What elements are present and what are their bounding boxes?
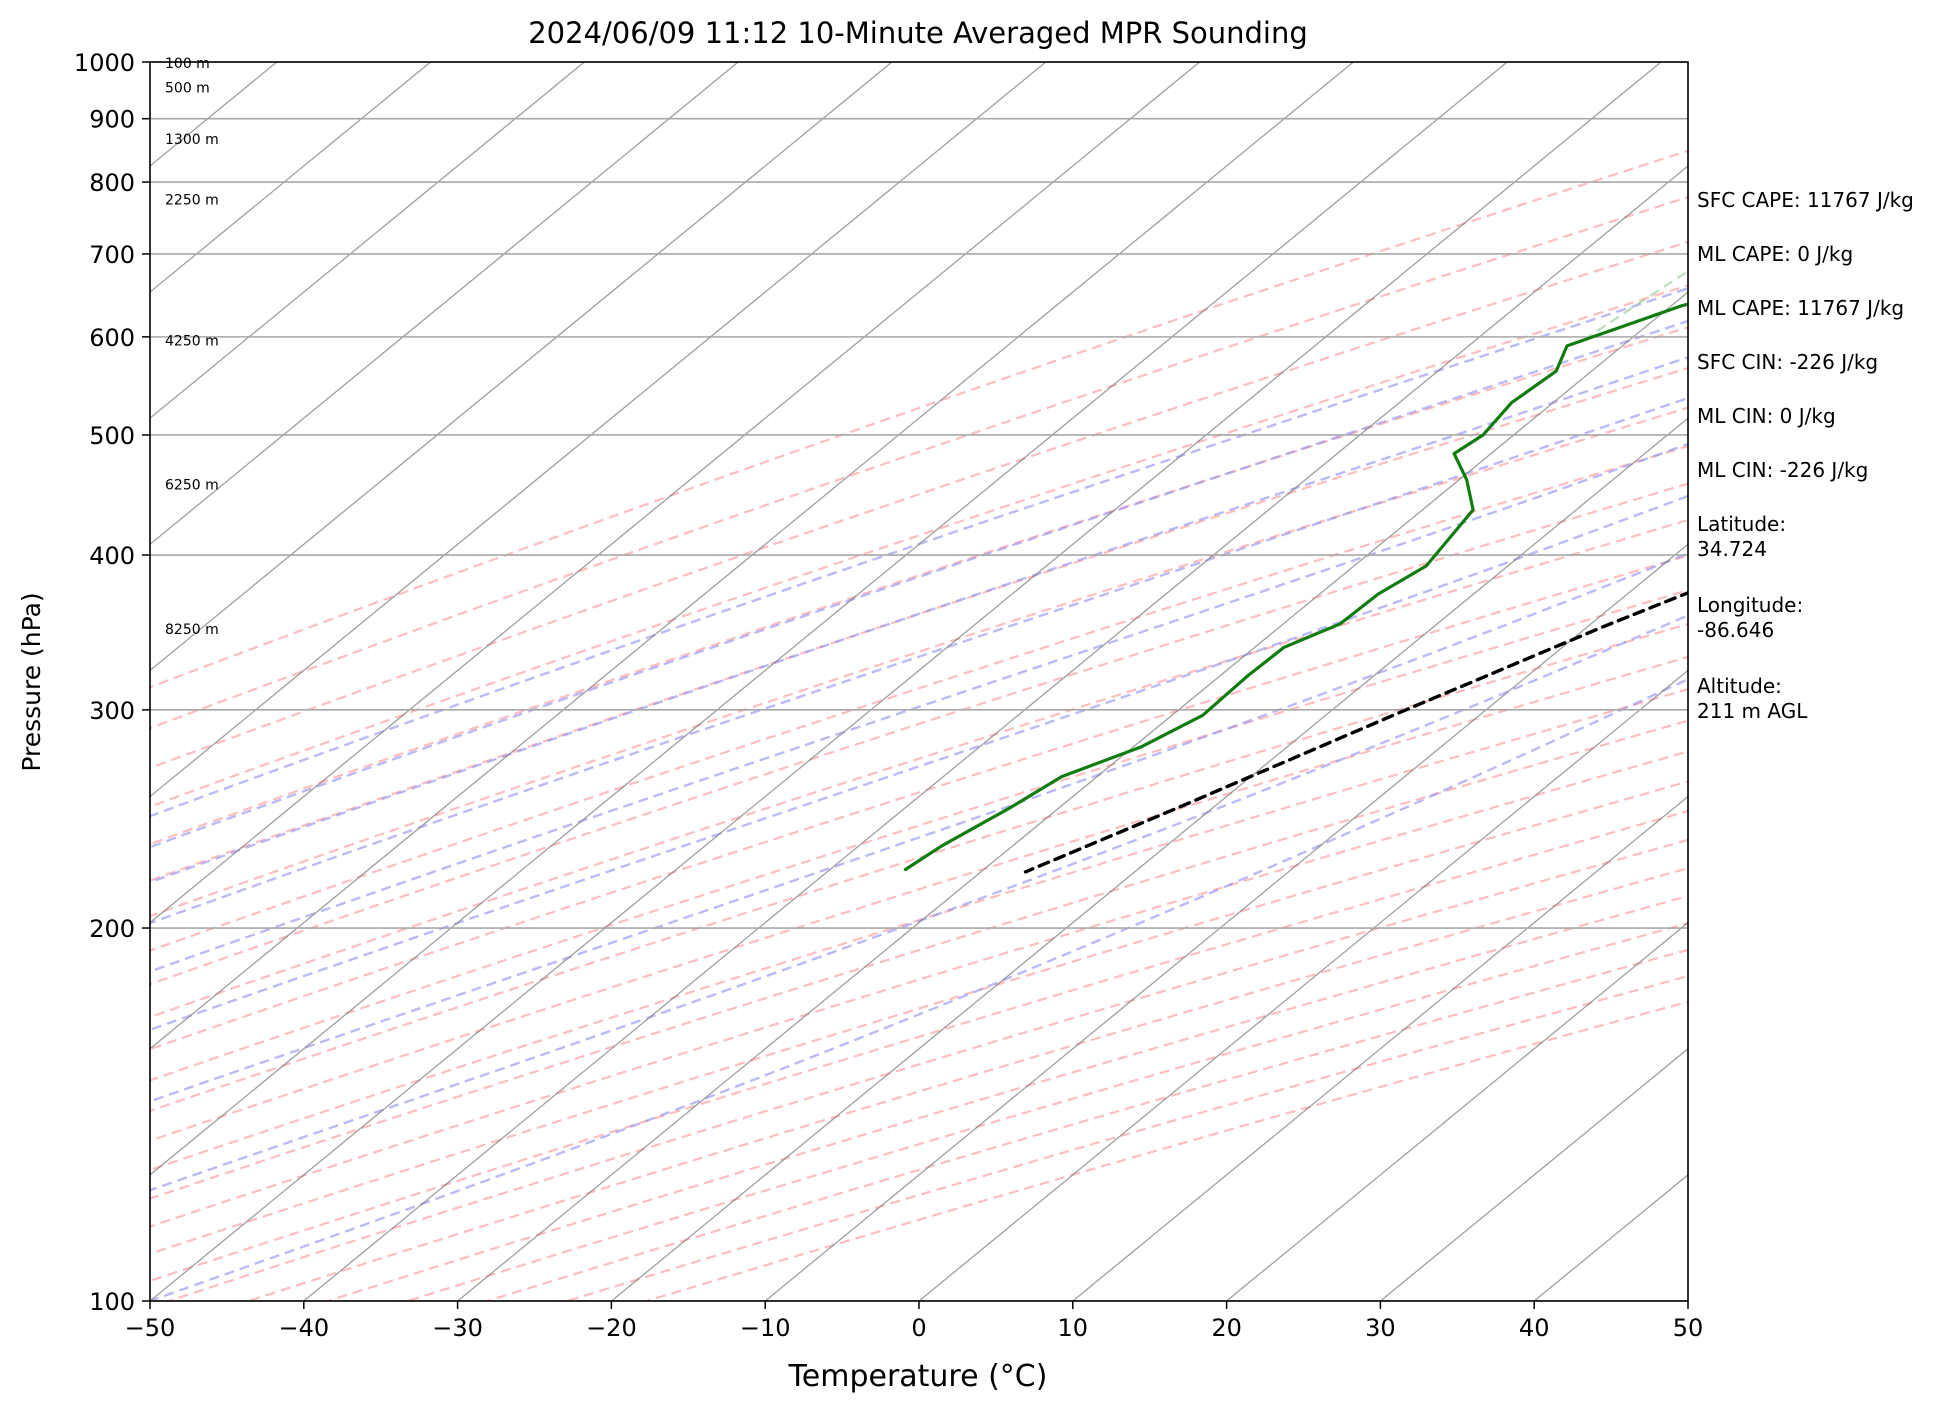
ml-cin-text-2: ML CIN: -226 J/kg [1697, 458, 1869, 482]
adiabat-lines [150, 149, 1688, 1301]
isotherm [303, 165, 1688, 1301]
isotherm [150, 62, 1200, 924]
x-tick-label: −30 [432, 1314, 483, 1342]
sfc-cape-text: SFC CAPE: 11767 J/kg [1697, 188, 1914, 212]
altitude-value: 211 m AGL [1697, 699, 1808, 723]
isotherm [150, 62, 1662, 1301]
dry-adiabat [150, 589, 1688, 1082]
x-tick-label: 40 [1519, 1314, 1550, 1342]
dry-adiabat [150, 406, 1688, 918]
moist-adiabat [150, 287, 1688, 818]
moist-adiabat [150, 355, 1688, 884]
x-tick-label: −40 [278, 1314, 329, 1342]
plot-frame [149, 61, 1689, 1302]
dry-adiabat [150, 518, 1688, 1019]
chart-title: 2024/06/09 11:12 10-Minute Averaged MPR … [528, 16, 1308, 50]
x-tick-label: 20 [1211, 1314, 1242, 1342]
isotherm [150, 62, 1047, 798]
y-tick-label: 300 [89, 697, 135, 725]
dry-adiabat [150, 444, 1688, 952]
latitude-label: Latitude: [1697, 512, 1787, 536]
height-label: 1300 m [165, 132, 219, 148]
height-label: 6250 m [165, 478, 219, 494]
x-tick-label: 0 [911, 1314, 926, 1342]
y-tick-label: 800 [89, 169, 135, 197]
sfc-cin-text: SFC CIN: -226 J/kg [1697, 350, 1879, 374]
x-tick-label: 50 [1673, 1314, 1704, 1342]
dry-adiabat [150, 750, 1688, 1228]
dry-adiabat [150, 195, 1688, 730]
y-tick-label: 400 [89, 542, 135, 570]
parcel-path-line [1023, 590, 1688, 874]
dry-adiabat [247, 867, 1688, 1301]
y-axis-ticks: 1000 900 800 700 600 500 400 300 200 100 [74, 49, 150, 1316]
height-label: 100 m [165, 56, 210, 72]
dry-adiabat [150, 719, 1688, 1200]
x-axis-label: Temperature (°C) [788, 1359, 1048, 1394]
moist-adiabat [150, 614, 1688, 1192]
y-tick-label: 200 [89, 915, 135, 943]
moist-adiabat [150, 677, 1688, 1301]
x-tick-label: −20 [586, 1314, 637, 1342]
dry-adiabat [150, 366, 1688, 882]
dry-adiabat [150, 482, 1688, 986]
y-tick-label: 600 [89, 324, 135, 352]
isotherm [150, 62, 585, 420]
height-label: 2250 m [165, 193, 219, 209]
height-label: 500 m [165, 80, 210, 96]
dry-adiabat [150, 149, 1688, 689]
isotherm [457, 291, 1688, 1301]
moist-adiabat [150, 494, 1688, 1032]
y-tick-label: 700 [89, 241, 135, 269]
isotherm [764, 543, 1688, 1301]
dry-adiabat [150, 622, 1688, 1113]
longitude-value: -86.646 [1697, 618, 1775, 642]
isotherm [1379, 1047, 1688, 1301]
isotherm [610, 417, 1688, 1301]
moist-adiabat [150, 319, 1688, 849]
dry-adiabat [150, 687, 1688, 1172]
ml-cape-text-2: ML CAPE: 11767 J/kg [1697, 296, 1905, 320]
moist-adiabat [150, 396, 1688, 925]
y-tick-label: 1000 [74, 49, 135, 77]
altitude-label: Altitude: [1697, 674, 1782, 698]
ml-cin-text: ML CIN: 0 J/kg [1697, 404, 1836, 428]
dry-adiabat [150, 655, 1688, 1142]
moist-adiabat [150, 552, 1688, 1103]
dry-adiabat [150, 554, 1688, 1051]
dry-adiabat [150, 284, 1688, 808]
isotherm [918, 669, 1688, 1301]
longitude-label: Longitude: [1697, 593, 1804, 617]
isotherm [150, 62, 1508, 1176]
height-label: 8250 m [165, 622, 219, 638]
dry-adiabat [150, 240, 1688, 770]
x-tick-label: −50 [125, 1314, 176, 1342]
x-axis-ticks: −50 −40 −30 −20 −10 0 10 20 30 40 50 [125, 1301, 1704, 1342]
latitude-value: 34.724 [1697, 537, 1767, 561]
isotherm [150, 62, 739, 546]
isotherm [150, 62, 431, 293]
dry-adiabat [150, 326, 1688, 846]
isotherm [150, 62, 893, 672]
dry-adiabat [150, 780, 1688, 1256]
ml-cape-text: ML CAPE: 0 J/kg [1697, 242, 1854, 266]
y-tick-label: 100 [89, 1288, 135, 1316]
height-label: 4250 m [165, 333, 219, 349]
isotherm [1226, 921, 1688, 1301]
height-labels: 100 m 500 m 1300 m 2250 m 4250 m 6250 m 8250 m [165, 56, 219, 638]
x-tick-label: 30 [1365, 1314, 1396, 1342]
isotherm [150, 62, 1354, 1050]
sounding-profiles [903, 302, 1688, 874]
y-tick-label: 500 [89, 422, 135, 450]
x-tick-label: −10 [740, 1314, 791, 1342]
y-axis-label: Pressure (hPa) [17, 592, 46, 771]
dewpoint-line [903, 302, 1688, 872]
y-tick-label: 900 [89, 106, 135, 134]
grid-lines [150, 62, 1688, 1301]
x-tick-label: 10 [1058, 1314, 1089, 1342]
moist-adiabat [150, 442, 1688, 973]
isotherm [1072, 795, 1688, 1301]
